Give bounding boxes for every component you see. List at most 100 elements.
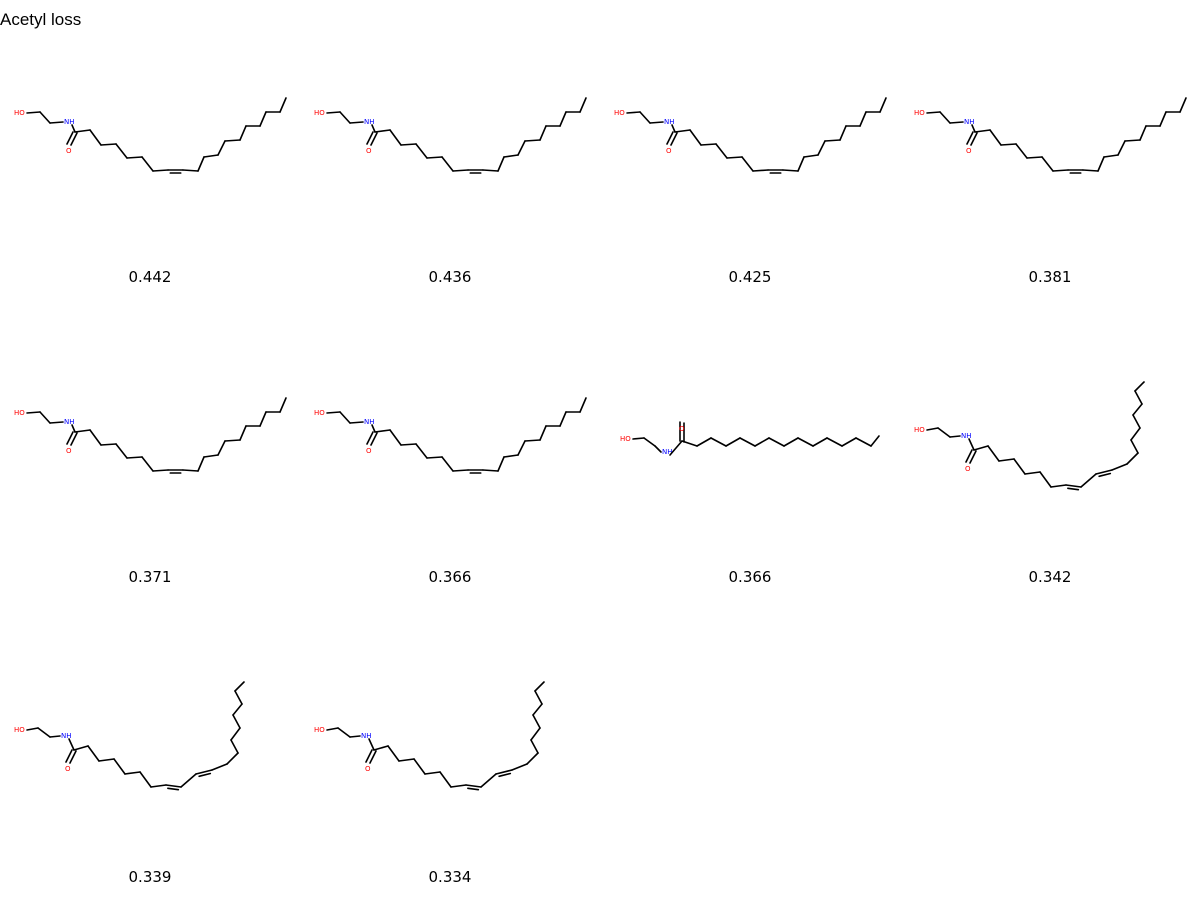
bond-c-o-double — [969, 450, 977, 464]
chain-bond — [465, 784, 482, 788]
chain-bond — [741, 156, 754, 172]
chain-bond — [826, 437, 843, 447]
amide-nh-label: NH — [361, 732, 372, 740]
carbonyl-o-label: O — [966, 147, 972, 155]
amide-nh-label: NH — [364, 118, 375, 126]
hydroxyl-label: HO — [314, 409, 325, 417]
bond-c-o-double — [369, 750, 377, 764]
molecule-structure: HO NH O — [914, 97, 1187, 174]
chain-bond — [224, 439, 241, 442]
chain-bond — [524, 439, 541, 442]
bond-c-n — [49, 121, 64, 124]
chain-bond — [239, 125, 247, 141]
chain-bond — [152, 169, 169, 172]
chain-bond — [234, 681, 245, 692]
bond-c-o — [366, 431, 374, 445]
chain-bond — [530, 739, 539, 754]
chain-bond — [426, 456, 443, 459]
chain-bond — [195, 769, 213, 775]
bond-c-o — [65, 749, 73, 763]
chain-bond — [259, 411, 267, 427]
molecule-cell: HO NH O 0.371 — [0, 300, 300, 600]
bond-oh-c — [26, 411, 41, 414]
chain-bond — [232, 703, 243, 716]
bond-c-n — [949, 435, 961, 438]
bond-n-c — [968, 438, 975, 451]
carbonyl-o-label: O — [965, 465, 971, 473]
molecule-cell: HO NH O 0.442 — [0, 0, 300, 300]
bond-c-n — [654, 445, 662, 453]
bond-c-c — [37, 727, 51, 738]
similarity-score: 0.366 — [428, 568, 472, 586]
chain-bond — [517, 440, 526, 456]
chain-bond — [710, 437, 727, 447]
bond-c-c — [339, 411, 351, 424]
amide-nh-label: NH — [61, 732, 72, 740]
bond-n-c — [71, 124, 76, 133]
bond-c-c — [639, 111, 651, 124]
bond-oh-c — [26, 727, 39, 731]
chain-bond — [1041, 156, 1054, 172]
chain-bond — [400, 443, 417, 446]
chain-bond — [73, 745, 89, 751]
molecule-structure: HO NH O — [14, 97, 287, 174]
similarity-score: 0.436 — [428, 268, 472, 286]
amide-nh-label: NH — [364, 418, 375, 426]
chain-bond — [74, 429, 91, 433]
carbonyl-o-label: O — [366, 147, 372, 155]
chain-bond — [141, 456, 154, 472]
chain-bond — [1026, 156, 1043, 159]
bond-oh-c — [626, 111, 641, 114]
chain-bond — [1065, 484, 1082, 488]
chain-bond — [1039, 471, 1052, 488]
chain-bond — [579, 397, 587, 413]
chain-bond — [782, 169, 799, 172]
hydroxyl-label: HO — [14, 109, 25, 117]
chain-bond — [482, 469, 499, 472]
similarity-score: 0.342 — [1028, 568, 1072, 586]
bond-c-o-double — [70, 132, 78, 146]
chain-bond — [124, 771, 141, 775]
amide-nh-label: NH — [664, 118, 675, 126]
carbonyl-o-label: O — [666, 147, 672, 155]
double-bond — [498, 772, 512, 778]
chain-bond — [841, 437, 857, 447]
chain-bond — [226, 752, 239, 765]
chain-bond — [89, 429, 102, 446]
chain-bond — [182, 169, 199, 172]
bond-c-n — [49, 421, 64, 424]
molecule-structure: HO NH O — [314, 681, 545, 791]
chain-bond — [1179, 97, 1187, 113]
chain-bond — [87, 745, 100, 762]
bond-c-o — [966, 131, 974, 145]
chain-bond — [797, 156, 805, 172]
chain-bond — [1130, 439, 1139, 454]
chain-bond — [115, 143, 128, 159]
chain-bond — [1000, 143, 1017, 146]
hydroxyl-label: HO — [914, 426, 925, 434]
bond-c-o-double — [970, 132, 978, 146]
molecule-cell: HO NH O 0.436 — [300, 0, 600, 300]
double-bond — [1098, 472, 1112, 478]
hydroxyl-label: HO — [314, 109, 325, 117]
chain-bond — [559, 111, 567, 127]
chain-bond — [217, 140, 226, 156]
chain-bond — [230, 727, 241, 741]
bond-n-c — [971, 124, 976, 133]
chain-bond — [803, 154, 819, 158]
chain-bond — [1132, 414, 1141, 429]
molecule-structure: HO NH O — [314, 397, 587, 474]
chain-bond — [1126, 452, 1139, 465]
chain-bond — [1103, 154, 1119, 158]
molecule-structure: HO NH O — [614, 97, 887, 174]
similarity-score: 0.381 — [1028, 268, 1072, 286]
molecule-structure: HO NH O — [914, 381, 1145, 491]
chain-bond — [859, 111, 867, 127]
chain-bond — [700, 143, 717, 146]
bond-oh-c — [26, 111, 41, 114]
chain-bond — [180, 773, 197, 788]
chain-bond — [870, 435, 880, 447]
chain-bond — [389, 429, 402, 446]
chain-bond — [495, 769, 513, 775]
chain-bond — [441, 456, 454, 472]
